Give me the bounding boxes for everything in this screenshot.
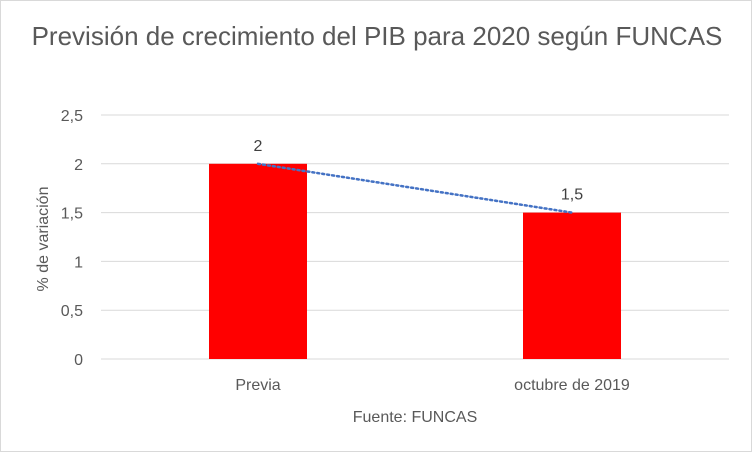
y-tick-label: 2 bbox=[74, 157, 83, 174]
y-tick-label: 2,5 bbox=[61, 108, 83, 125]
chart-title: Previsión de crecimiento del PIB para 20… bbox=[31, 21, 723, 51]
bar bbox=[209, 163, 307, 359]
x-axis-title: Fuente: FUNCAS bbox=[353, 409, 477, 426]
data-label: 1,5 bbox=[561, 187, 583, 204]
bar bbox=[523, 212, 621, 359]
y-axis-title: % de variación bbox=[35, 187, 52, 292]
x-tick-label: octubre de 2019 bbox=[514, 377, 630, 394]
data-label: 2 bbox=[254, 138, 263, 155]
x-tick-label: Previa bbox=[235, 377, 280, 394]
y-tick-label: 0,5 bbox=[61, 303, 83, 320]
y-tick-label: 0 bbox=[74, 352, 83, 369]
y-tick-label: 1,5 bbox=[61, 206, 83, 223]
y-tick-label: 1 bbox=[74, 254, 83, 271]
trendline bbox=[256, 162, 574, 214]
